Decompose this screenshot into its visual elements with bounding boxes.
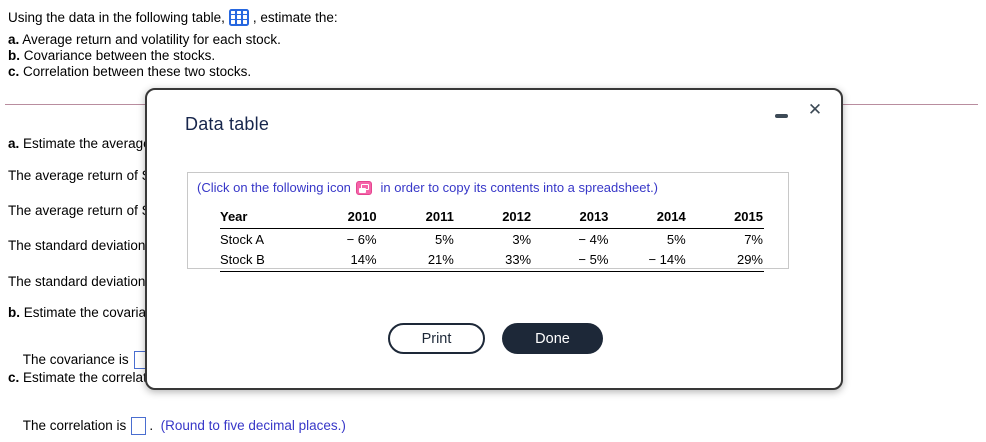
- row-label: Stock B: [220, 249, 301, 272]
- item-marker: c.: [8, 64, 20, 79]
- item-marker: b.: [8, 48, 20, 63]
- table-header-row: Year 2010 2011 2012 2013 2014 2015: [220, 209, 764, 229]
- rounding-instruction: (Round to five decimal places.): [160, 418, 346, 433]
- cell-value: − 4%: [578, 231, 609, 247]
- part-text: Estimate the average: [19, 136, 151, 151]
- cell-value: − 5%: [532, 249, 610, 272]
- table-grid-icon[interactable]: [228, 8, 249, 26]
- part-marker: b.: [8, 305, 20, 320]
- cell-value: 33%: [454, 249, 533, 272]
- table-row-stock-b: Stock B 14% 21% 33% − 5% − 14% 29%: [220, 249, 764, 272]
- item-text: Average return and volatility for each s…: [19, 32, 281, 47]
- intro-text-after: , estimate the:: [252, 9, 338, 25]
- returns-table: Year 2010 2011 2012 2013 2014 2015 Stock…: [220, 209, 764, 272]
- part-text: Estimate the covarian: [20, 305, 154, 320]
- col-header-2013: 2013: [532, 209, 610, 229]
- data-table-panel: (Click on the following icon in order to…: [187, 172, 789, 272]
- grid-cell: [242, 20, 247, 24]
- cell-value: 3%: [512, 231, 532, 247]
- intro-line: Using the data in the following table, ,…: [8, 6, 338, 28]
- covariance-line: The covariance is.: [8, 336, 155, 384]
- std-dev-line-1: The standard deviation o: [8, 238, 157, 253]
- question-part-b: b. Estimate the covarian: [8, 305, 154, 320]
- minimize-icon: [774, 114, 788, 118]
- row-label: Stock A: [220, 231, 265, 247]
- copy-instruction: (Click on the following icon in order to…: [197, 180, 658, 195]
- avg-return-line-2: The average return of St: [8, 203, 155, 218]
- col-header-2012: 2012: [454, 209, 533, 229]
- correlation-label: The correlation is: [22, 418, 127, 433]
- cell-value: 21%: [377, 249, 455, 272]
- intro-item-a: a. Average return and volatility for eac…: [8, 32, 338, 48]
- data-table-dialog: Data table ✕ (Click on the following ico…: [145, 88, 843, 390]
- copy-text-after: in order to copy its contents into a spr…: [376, 180, 659, 195]
- cell-value: 7%: [744, 231, 763, 247]
- item-text: Covariance between the stocks.: [20, 48, 216, 63]
- minimize-button[interactable]: [771, 102, 791, 122]
- grid-cell: [230, 10, 236, 14]
- cell-value: 14%: [300, 249, 378, 272]
- copy-text-before: (Click on the following icon: [197, 180, 351, 195]
- covariance-label: The covariance is: [22, 352, 129, 367]
- part-marker: c.: [8, 370, 20, 385]
- part-marker: a.: [8, 136, 20, 151]
- cell-value: 5%: [435, 231, 454, 247]
- copy-to-spreadsheet-icon[interactable]: [355, 180, 372, 195]
- grid-cell: [236, 15, 242, 19]
- col-header-2011: 2011: [377, 209, 455, 229]
- intro-item-c: c. Correlation between these two stocks.: [8, 64, 338, 80]
- table-row-stock-a: Stock A − 6% 5% 3% − 4% 5% 7%: [220, 229, 764, 250]
- copy-icon-front-window: [359, 188, 366, 193]
- col-header-2014: 2014: [609, 209, 687, 229]
- cell-value: 29%: [686, 249, 764, 272]
- grid-cell: [242, 10, 247, 14]
- std-dev-line-2: The standard deviation o: [8, 274, 157, 289]
- problem-intro: Using the data in the following table, ,…: [8, 6, 338, 80]
- grid-cell: [242, 15, 247, 19]
- grid-cell: [230, 15, 236, 19]
- part-text: Estimate the correlati: [19, 370, 150, 385]
- item-marker: a.: [8, 32, 20, 47]
- question-part-a: a. Estimate the average: [8, 136, 151, 151]
- cell-value: − 6%: [346, 231, 377, 247]
- grid-cell: [236, 20, 242, 24]
- done-button[interactable]: Done: [502, 323, 603, 354]
- correlation-answer-input[interactable]: [131, 417, 147, 435]
- close-button[interactable]: ✕: [803, 98, 827, 122]
- col-header-2015: 2015: [686, 209, 764, 229]
- intro-item-b: b. Covariance between the stocks.: [8, 48, 338, 64]
- item-text: Correlation between these two stocks.: [19, 64, 252, 79]
- cell-value: − 14%: [609, 249, 687, 272]
- correlation-period: .: [149, 418, 154, 433]
- grid-cell: [236, 10, 242, 14]
- correlation-line: The correlation is. (Round to five decim…: [8, 402, 346, 442]
- print-button[interactable]: Print: [388, 323, 485, 354]
- col-header-year: Year: [220, 209, 301, 229]
- avg-return-line-1: The average return of St: [8, 168, 155, 183]
- dialog-title: Data table: [185, 114, 270, 134]
- intro-text-before: Using the data in the following table,: [8, 9, 225, 25]
- close-icon: ✕: [807, 100, 823, 119]
- question-part-c: c. Estimate the correlati: [8, 370, 150, 385]
- grid-cell: [230, 20, 236, 24]
- cell-value: 5%: [666, 231, 686, 247]
- col-header-2010: 2010: [300, 209, 378, 229]
